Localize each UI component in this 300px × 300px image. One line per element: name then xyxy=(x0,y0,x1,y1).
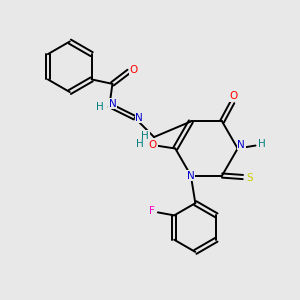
Text: H: H xyxy=(96,102,104,112)
Text: O: O xyxy=(230,91,238,101)
Text: F: F xyxy=(149,206,155,216)
Text: O: O xyxy=(130,65,138,75)
Text: H: H xyxy=(141,130,149,141)
Text: H: H xyxy=(136,139,143,149)
Text: H: H xyxy=(258,139,266,149)
Text: N: N xyxy=(187,170,195,181)
Text: N: N xyxy=(109,99,116,109)
Text: N: N xyxy=(237,140,245,150)
Text: S: S xyxy=(246,172,253,183)
Text: N: N xyxy=(135,113,143,123)
Text: O: O xyxy=(149,140,157,150)
